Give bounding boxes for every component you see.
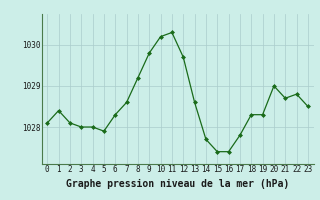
- X-axis label: Graphe pression niveau de la mer (hPa): Graphe pression niveau de la mer (hPa): [66, 179, 289, 189]
